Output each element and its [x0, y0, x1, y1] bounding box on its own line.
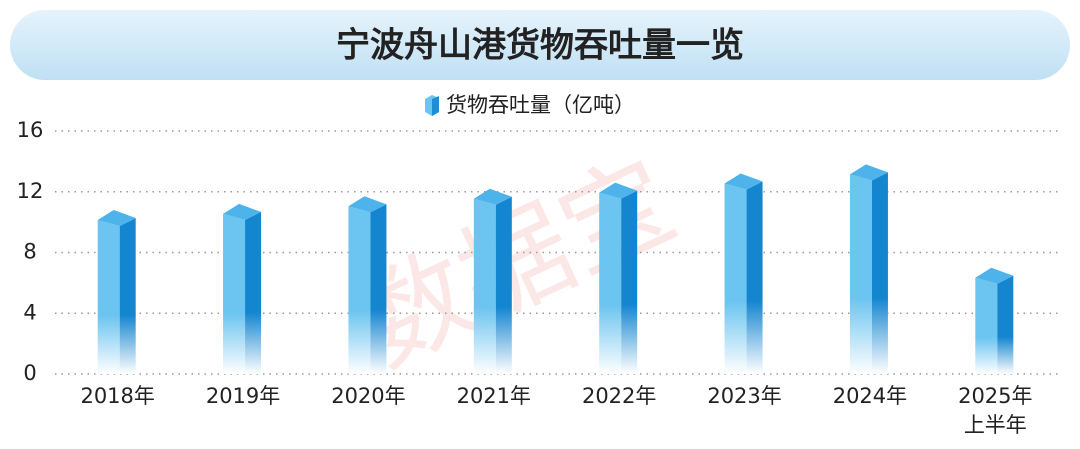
bar-side: [871, 172, 888, 374]
bar: [599, 182, 638, 374]
bar-side: [621, 190, 638, 374]
bar-front: [223, 213, 246, 374]
y-tick-label: 8: [23, 240, 36, 264]
bar-front: [97, 219, 120, 374]
bar: [975, 267, 1014, 374]
bar-side: [997, 275, 1014, 374]
x-tick-label: 2023年: [707, 384, 781, 408]
bar-front: [348, 206, 371, 374]
bar-top: [599, 182, 638, 199]
x-tick-label: 2018年: [80, 384, 154, 408]
watermark: 数据宝: [340, 135, 693, 390]
bar-top: [849, 164, 888, 181]
bar: [724, 173, 763, 374]
bar-top: [348, 196, 387, 213]
legend: 货物吞吐量（亿吨）: [425, 93, 635, 117]
x-tick-label: 2019年: [206, 384, 280, 408]
legend-swatch-side: [432, 96, 439, 116]
bar-front: [599, 192, 622, 374]
title-banner: [10, 10, 1070, 80]
x-tick-label: 2024年: [833, 384, 907, 408]
bar-side: [370, 204, 387, 374]
bar-side: [119, 217, 136, 374]
x-tick-label: 2021年: [457, 384, 531, 408]
y-tick-label: 0: [23, 361, 36, 385]
bar: [223, 203, 262, 374]
bar: [97, 209, 136, 374]
bar: [348, 196, 387, 374]
legend-label: 货物吞吐量（亿吨）: [446, 93, 635, 117]
bar-front: [849, 174, 872, 374]
bar-top: [473, 188, 512, 205]
bar-side: [245, 211, 262, 374]
bar-front: [724, 183, 747, 374]
x-tick-label: 2022年: [582, 384, 656, 408]
bar-top: [97, 209, 136, 226]
y-tick-label: 12: [17, 179, 44, 203]
bar-front: [975, 277, 998, 374]
chart-title: 宁波舟山港货物吞吐量一览: [336, 26, 744, 66]
x-tick-label: 2025年上半年: [958, 384, 1032, 437]
bar-side: [495, 196, 512, 374]
bar-top: [223, 203, 262, 220]
bar-side: [746, 181, 763, 374]
x-tick-label: 2020年: [331, 384, 405, 408]
bar-front: [473, 198, 496, 374]
y-tick-label: 4: [23, 300, 36, 324]
y-tick-label: 16: [17, 118, 44, 142]
bar-top: [724, 173, 763, 190]
bar: [473, 188, 512, 374]
bar: [849, 164, 888, 374]
bar-top: [975, 267, 1014, 284]
